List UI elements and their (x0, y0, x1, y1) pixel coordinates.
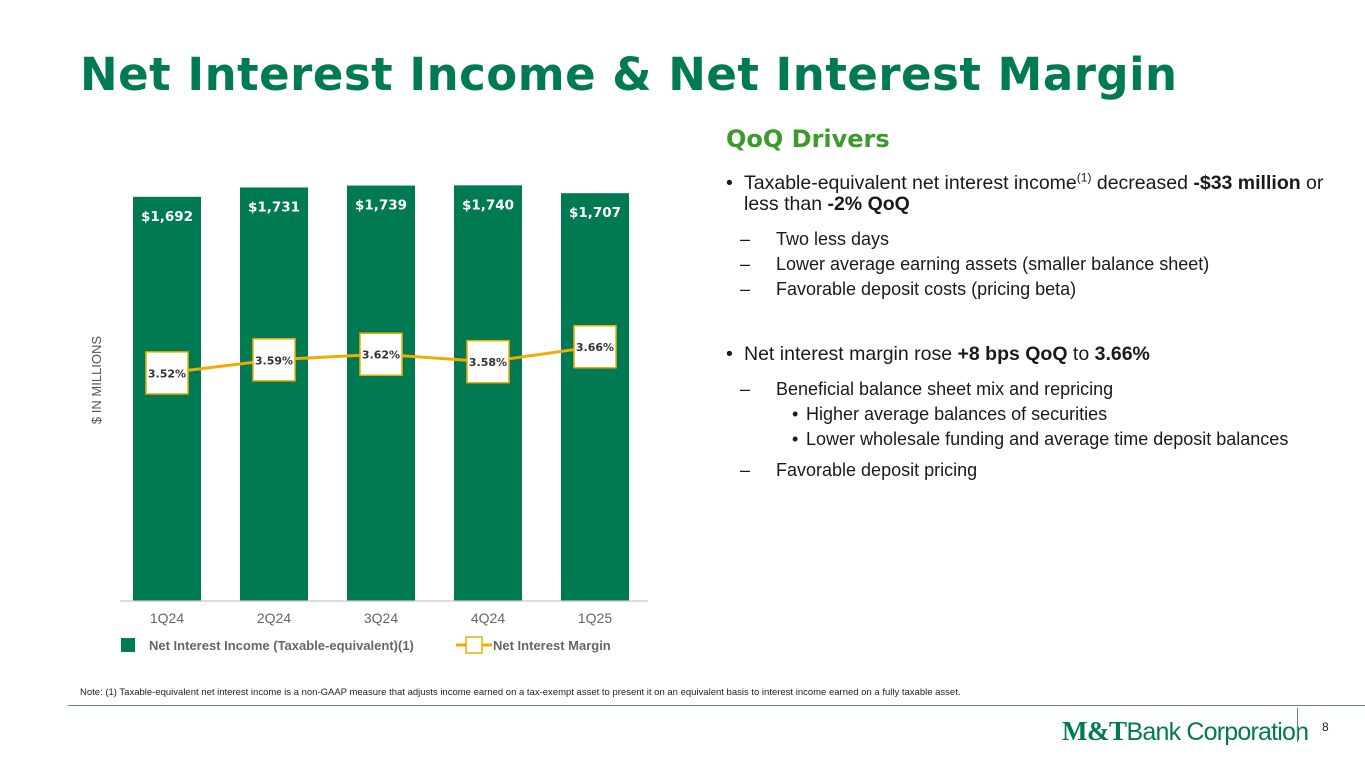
dash-marker: – (740, 379, 751, 399)
bar-4Q24 (454, 185, 522, 602)
legend-marker-nim (465, 636, 483, 654)
bullet-nim-bps: +8 bps QoQ (957, 343, 1068, 365)
company-logo: M&TBank Corporation (1062, 716, 1309, 747)
sub-sub-item-text: Higher average balances of securities (806, 404, 1108, 424)
sub-item-text: Lower average earning assets (smaller ba… (776, 254, 1210, 274)
bullet-nim-value: 3.66% (1094, 343, 1150, 365)
nim-marker-1Q24 (145, 351, 189, 395)
sub-item: – Two less days (726, 229, 1346, 250)
footer-divider (1297, 708, 1298, 742)
legend-swatch-nii (121, 638, 135, 652)
sub-item: – Favorable deposit pricing (726, 460, 1346, 481)
nim-marker-1Q25 (573, 324, 617, 369)
bullet-nii-text-a: Taxable-equivalent net interest income (744, 172, 1077, 194)
x-tick-3Q24: 3Q24 (364, 610, 398, 626)
bar-label-3Q24: $1,739 (355, 198, 407, 214)
bar-label-1Q25: $1,707 (569, 205, 621, 221)
bullet-marker: • (792, 429, 799, 449)
drivers-heading: QoQ Drivers (726, 125, 890, 153)
footer-rule (68, 705, 1365, 706)
nim-marker-3Q24 (359, 332, 403, 376)
nim-marker-4Q24 (466, 339, 510, 384)
sub-item: – Favorable deposit costs (pricing beta) (726, 279, 1346, 300)
nim-label-1Q24: 3.52% (148, 367, 186, 380)
sub-item: – Beneficial balance sheet mix and repric… (726, 379, 1346, 400)
x-tick-1Q24: 1Q24 (150, 610, 184, 626)
dash-marker: – (740, 254, 751, 274)
x-tick-1Q25: 1Q25 (578, 610, 612, 626)
bullet-nii-pct: -2% QoQ (827, 193, 910, 215)
nii-nim-chart: $ IN MILLIONS $1,692 $1,731 $1,739 $1,740 $1… (89, 185, 648, 654)
y-axis-label: $ IN MILLIONS (89, 336, 104, 424)
sub-sub-item-text: Lower wholesale funding and average time… (806, 429, 1289, 449)
bullet-nim-text-a: Net interest margin rose (744, 343, 958, 365)
nim-label-1Q25: 3.66% (576, 341, 614, 354)
bar-2Q24 (240, 187, 308, 601)
bar-1Q25 (561, 193, 629, 601)
logo-wordmark: Bank Corporation (1126, 718, 1309, 746)
sub-sub-item: • Higher average balances of securities (726, 404, 1346, 425)
sub-item-text: Favorable deposit costs (pricing beta) (776, 279, 1077, 299)
dash-marker: – (740, 229, 751, 249)
bullet-marker: • (792, 404, 799, 424)
bullet-nii-text-b: decreased (1091, 172, 1194, 194)
bar-1Q24 (133, 196, 201, 602)
sub-item-text: Beneficial balance sheet mix and reprici… (776, 379, 1114, 399)
bullet-marker: • (726, 343, 733, 365)
dash-marker: – (740, 460, 751, 480)
bullet-nim: • Net interest margin rose +8 bps QoQ to… (726, 344, 1346, 365)
legend-label-nim: Net Interest Margin (493, 638, 611, 653)
nim-marker-2Q24 (252, 338, 296, 382)
bar-3Q24 (347, 185, 415, 602)
bullet-nii: • Taxable-equivalent net interest income… (726, 170, 1346, 215)
sub-item: – Lower average earning assets (smaller b… (726, 254, 1346, 275)
sub-item-text: Two less days (776, 229, 890, 249)
nim-label-4Q24: 3.58% (469, 356, 507, 369)
nim-label-3Q24: 3.62% (362, 349, 400, 362)
x-tick-2Q24: 2Q24 (257, 610, 291, 626)
bullet-nii-amount: -$33 million (1193, 172, 1301, 194)
bar-label-4Q24: $1,740 (462, 197, 514, 213)
footnote-ref: (1) (1076, 170, 1092, 185)
bar-label-1Q24: $1,692 (141, 209, 193, 225)
sub-item-text: Favorable deposit pricing (776, 460, 978, 480)
footnote: Note: (1) Taxable-equivalent net interes… (80, 687, 961, 698)
legend-label-nii: Net Interest Income (Taxable-equivalent)… (149, 638, 414, 653)
bullet-nii-text-d: or less than (744, 172, 1324, 215)
x-tick-4Q24: 4Q24 (471, 610, 505, 626)
bullet-marker: • (726, 172, 733, 194)
page-number: 8 (1322, 720, 1329, 734)
qoq-drivers-panel: QoQ Drivers • Taxable-equivalent net int… (726, 125, 1346, 485)
nim-label-2Q24: 3.59% (255, 354, 293, 367)
dash-marker: – (740, 279, 751, 299)
logo-mark: M&T (1062, 716, 1127, 746)
bullet-nim-text-c: to (1067, 343, 1095, 365)
bar-label-2Q24: $1,731 (248, 199, 300, 215)
sub-sub-item: • Lower wholesale funding and average tim… (726, 429, 1346, 450)
slide-title: Net Interest Income & Net Interest Margi… (80, 48, 1178, 101)
